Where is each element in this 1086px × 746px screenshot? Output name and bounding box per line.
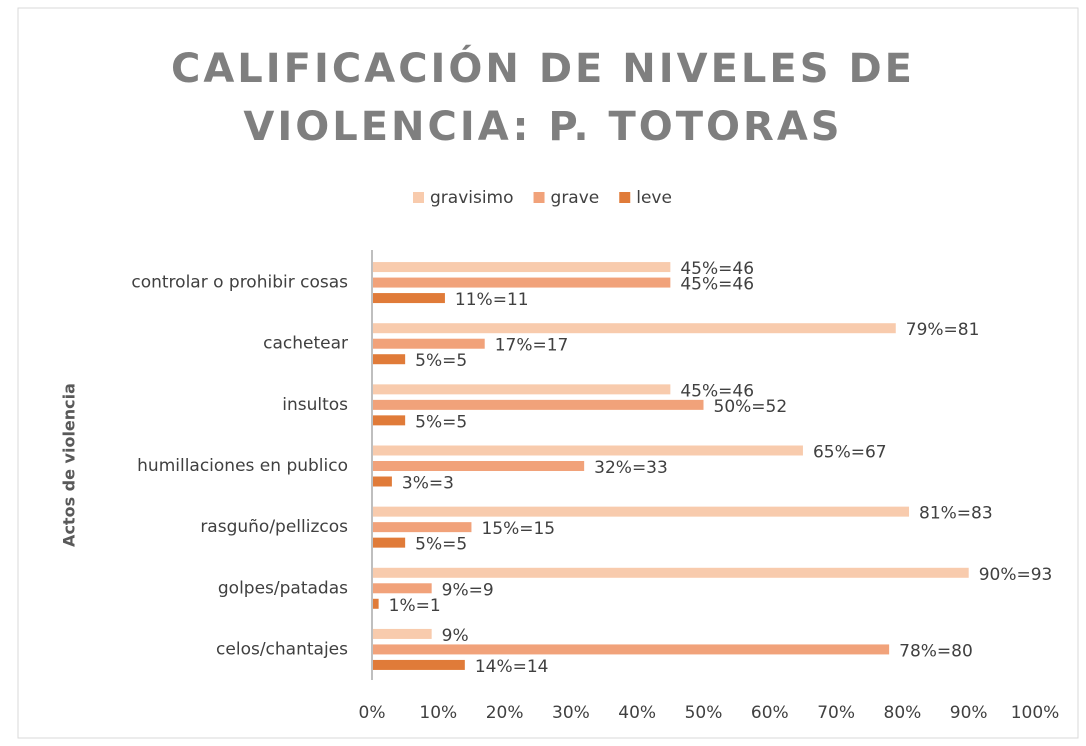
bar [372, 537, 406, 548]
x-tick-label: 100% [1011, 703, 1060, 723]
value-label: 65%=67 [813, 443, 887, 463]
y-tick-label: celos/chantajes [216, 639, 348, 659]
y-tick-label: controlar o prohibir cosas [131, 273, 348, 293]
y-tick-label: rasguño/pellizcos [200, 517, 348, 537]
value-label: 5%=5 [415, 412, 467, 432]
x-tick-label: 90% [950, 703, 988, 723]
value-label: 78%=80 [899, 641, 973, 661]
bar [372, 659, 465, 670]
bar [372, 644, 890, 655]
bar [372, 293, 445, 304]
chart-frame [17, 7, 1079, 739]
y-tick-label: cachetear [263, 334, 348, 354]
value-label: 45%=46 [680, 381, 754, 401]
value-label: 81%=83 [919, 504, 993, 524]
x-tick-label: 20% [486, 703, 524, 723]
legend-swatch [619, 192, 631, 203]
value-label: 9% [442, 626, 469, 646]
x-tick-label: 50% [685, 703, 723, 723]
y-tick-label: golpes/patadas [218, 578, 348, 598]
bar [372, 354, 406, 365]
value-label: 15%=15 [481, 519, 555, 539]
bar [372, 598, 379, 609]
value-label: 11%=11 [455, 290, 529, 310]
bar [372, 277, 671, 288]
legend-label: gravisimo [430, 188, 514, 208]
value-label: 45%=46 [680, 259, 754, 279]
value-label: 90%=93 [979, 565, 1053, 585]
bar [372, 384, 671, 395]
y-tick-label: insultos [282, 395, 348, 415]
x-tick-label: 70% [817, 703, 855, 723]
value-label: 14%=14 [475, 657, 549, 677]
value-label: 9%=9 [442, 580, 494, 600]
y-axis-label: Actos de violencia [60, 383, 79, 547]
value-label: 32%=33 [594, 458, 668, 478]
bar [372, 415, 406, 426]
value-label: 1%=1 [389, 596, 441, 616]
x-tick-label: 0% [359, 703, 386, 723]
x-tick-label: 80% [884, 703, 922, 723]
value-label: 45%=46 [680, 275, 754, 295]
bar [372, 323, 896, 334]
bar [372, 583, 432, 594]
bar [372, 338, 485, 349]
value-label: 79%=81 [906, 320, 980, 340]
value-label: 5%=5 [415, 351, 467, 371]
x-tick-label: 40% [618, 703, 656, 723]
bar [372, 506, 910, 517]
bar [372, 567, 969, 578]
value-label: 5%=5 [415, 535, 467, 555]
y-tick-label: humillaciones en publico [137, 456, 348, 476]
legend-swatch [413, 192, 424, 203]
legend-swatch [533, 192, 545, 203]
legend-label: leve [636, 188, 672, 208]
bar [372, 461, 585, 471]
value-label: 3%=3 [402, 474, 454, 494]
chart-title: CALIFICACIÓN DE NIVELES DE VIOLENCIA: P.… [170, 46, 915, 150]
legend-label: grave [551, 188, 600, 208]
bar [372, 628, 432, 639]
bar [372, 399, 704, 410]
bar [372, 445, 803, 456]
bar [372, 522, 472, 533]
bar [372, 476, 392, 487]
bar [372, 262, 671, 273]
x-tick-label: 60% [751, 703, 789, 723]
value-label: 50%=52 [714, 397, 788, 417]
value-label: 17%=17 [495, 336, 569, 356]
x-tick-label: 10% [419, 703, 457, 723]
x-tick-label: 30% [552, 703, 590, 723]
